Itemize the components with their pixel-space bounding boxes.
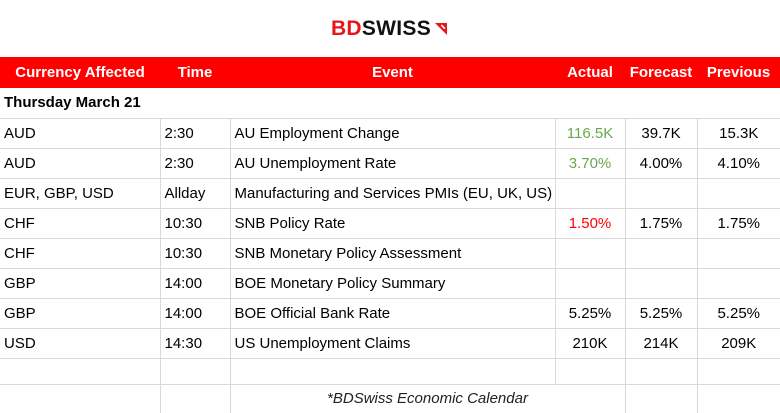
previous-cell (696, 268, 780, 299)
previous-cell (696, 238, 780, 269)
bdswiss-logo: BD SWISS (331, 17, 449, 41)
currency-cell: USD (0, 328, 160, 359)
actual-cell (554, 268, 625, 299)
table-row: CHF 10:30 SNB Policy Rate 1.50% 1.75% 1.… (0, 208, 780, 239)
table-header-row: Currency Affected Time Event Actual Fore… (0, 57, 780, 88)
previous-cell: 209K (696, 328, 780, 359)
event-cell: BOE Official Bank Rate (229, 298, 555, 329)
blank-row (0, 358, 780, 385)
actual-cell: 210K (554, 328, 625, 359)
swiss-cross-icon (435, 22, 448, 35)
previous-cell: 5.25% (696, 298, 780, 329)
table-row: USD 14:30 US Unemployment Claims 210K 21… (0, 328, 780, 359)
table-row: EUR, GBP, USD Allday Manufacturing and S… (0, 178, 780, 209)
header-forecast: Forecast (629, 64, 693, 81)
forecast-cell (624, 238, 697, 269)
header-event: Event (372, 64, 413, 81)
date-row: Thursday March 21 (0, 88, 780, 119)
actual-cell: 1.50% (554, 208, 625, 239)
actual-cell (554, 178, 625, 209)
table-row: GBP 14:00 BOE Official Bank Rate 5.25% 5… (0, 298, 780, 329)
time-cell: 10:30 (159, 238, 230, 269)
forecast-cell: 4.00% (624, 148, 697, 179)
currency-cell: AUD (0, 148, 160, 179)
table-row: AUD 2:30 AU Unemployment Rate 3.70% 4.00… (0, 148, 780, 179)
table-row: AUD 2:30 AU Employment Change 116.5K 39.… (0, 118, 780, 149)
logo-text-bd: BD (330, 16, 362, 40)
currency-cell: CHF (0, 208, 160, 239)
previous-cell: 1.75% (696, 208, 780, 239)
time-cell: 14:30 (159, 328, 230, 359)
currency-cell: GBP (0, 298, 160, 329)
logo-text-swiss: SWISS (361, 16, 432, 40)
currency-cell: GBP (0, 268, 160, 299)
event-cell: SNB Policy Rate (229, 208, 555, 239)
currency-cell: CHF (0, 238, 160, 269)
time-cell: 2:30 (159, 148, 230, 179)
forecast-cell: 214K (624, 328, 697, 359)
header-time: Time (177, 64, 213, 81)
time-cell: 2:30 (159, 118, 230, 149)
header-actual: Actual (567, 64, 613, 81)
event-cell: US Unemployment Claims (229, 328, 555, 359)
header-currency: Currency Affected (15, 64, 145, 81)
event-cell: AU Employment Change (229, 118, 555, 149)
forecast-cell (624, 178, 697, 209)
time-cell: 14:00 (159, 268, 230, 299)
date-label: Thursday March 21 (0, 88, 780, 119)
time-cell: 10:30 (159, 208, 230, 239)
forecast-cell: 5.25% (624, 298, 697, 329)
previous-cell: 15.3K (696, 118, 780, 149)
economic-calendar-table: Currency Affected Time Event Actual Fore… (0, 57, 780, 413)
caption-row: *BDSwiss Economic Calendar (0, 384, 780, 413)
table-row: GBP 14:00 BOE Monetary Policy Summary (0, 268, 780, 299)
time-cell: 14:00 (159, 298, 230, 329)
forecast-cell (624, 268, 697, 299)
table-row: CHF 10:30 SNB Monetary Policy Assessment (0, 238, 780, 269)
currency-cell: AUD (0, 118, 160, 149)
previous-cell: 4.10% (696, 148, 780, 179)
event-cell: BOE Monetary Policy Summary (229, 268, 555, 299)
actual-cell: 3.70% (554, 148, 625, 179)
brand-header: BD SWISS (0, 0, 780, 57)
calendar-caption: *BDSwiss Economic Calendar (229, 384, 625, 413)
actual-cell (554, 238, 625, 269)
actual-cell: 5.25% (554, 298, 625, 329)
forecast-cell: 1.75% (624, 208, 697, 239)
event-cell: SNB Monetary Policy Assessment (229, 238, 555, 269)
header-previous: Previous (706, 64, 771, 81)
currency-cell: EUR, GBP, USD (0, 178, 160, 209)
actual-cell: 116.5K (554, 118, 625, 149)
previous-cell (696, 178, 780, 209)
event-cell: Manufacturing and Services PMIs (EU, UK,… (229, 178, 555, 209)
forecast-cell: 39.7K (624, 118, 697, 149)
event-cell: AU Unemployment Rate (229, 148, 555, 179)
time-cell: Allday (159, 178, 230, 209)
